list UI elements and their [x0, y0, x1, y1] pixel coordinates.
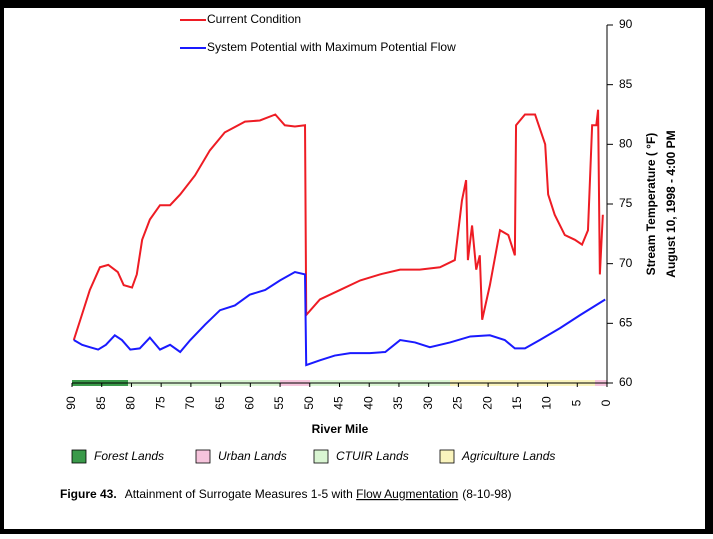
x-tick-label: 15 — [510, 396, 524, 410]
land-legend-swatch — [439, 449, 455, 464]
x-tick-label: 0 — [599, 399, 613, 406]
x-tick-label: 65 — [213, 396, 227, 410]
panel — [4, 8, 705, 529]
legend-label: Current Condition — [207, 12, 301, 26]
y-tick-label: 75 — [619, 196, 633, 210]
x-tick-label: 80 — [124, 396, 138, 410]
land-legend-swatch — [71, 449, 87, 464]
legend-label: System Potential with Maximum Potential … — [207, 40, 456, 54]
x-tick-label: 20 — [480, 396, 494, 410]
land-legend-label: Forest Lands — [94, 449, 164, 463]
land-legend-swatch — [195, 449, 211, 464]
x-tick-label: 55 — [272, 396, 286, 410]
y-tick-label: 80 — [619, 137, 633, 151]
land-legend-label: Urban Lands — [218, 449, 287, 463]
x-tick-label: 40 — [361, 396, 375, 410]
land-legend-label: CTUIR Lands — [336, 449, 409, 463]
line-series — [73, 270, 606, 367]
y-axis-title: Stream Temperature ( °F) — [644, 133, 658, 276]
line-series — [72, 109, 604, 341]
x-tick-label: 50 — [302, 396, 316, 410]
y-axis-subtitle: August 10, 1998 - 4:00 PM — [664, 130, 678, 277]
caption: Figure 43. Attainment of Surrogate Measur… — [60, 487, 512, 501]
x-tick-label: 25 — [451, 396, 465, 410]
x-tick-label: 90 — [64, 396, 78, 410]
x-tick-label: 70 — [183, 396, 197, 410]
x-tick-label: 85 — [94, 396, 108, 410]
x-tick-label: 35 — [391, 396, 405, 410]
y-tick-label: 65 — [619, 316, 633, 330]
caption-label: Figure 43. — [60, 487, 117, 501]
x-tick-label: 60 — [243, 396, 257, 410]
x-tick-label: 30 — [421, 396, 435, 410]
x-tick-label: 10 — [540, 396, 554, 410]
caption-link: Flow Augmentation — [356, 487, 458, 501]
x-tick-label: 5 — [569, 399, 583, 406]
x-tick-label: 75 — [153, 396, 167, 410]
y-tick-label: 85 — [619, 77, 633, 91]
land-legend-label: Agriculture Lands — [461, 449, 555, 463]
x-tick-label: 45 — [332, 396, 346, 410]
caption-text: Attainment of Surrogate Measures 1-5 wit… — [125, 487, 356, 501]
y-tick-label: 70 — [619, 256, 633, 270]
y-tick-label: 90 — [619, 17, 633, 31]
land-legend-swatch — [313, 449, 329, 464]
y-tick-label: 60 — [619, 375, 633, 389]
x-axis-title: River Mile — [312, 422, 369, 436]
caption-suffix: (8-10-98) — [462, 487, 511, 501]
